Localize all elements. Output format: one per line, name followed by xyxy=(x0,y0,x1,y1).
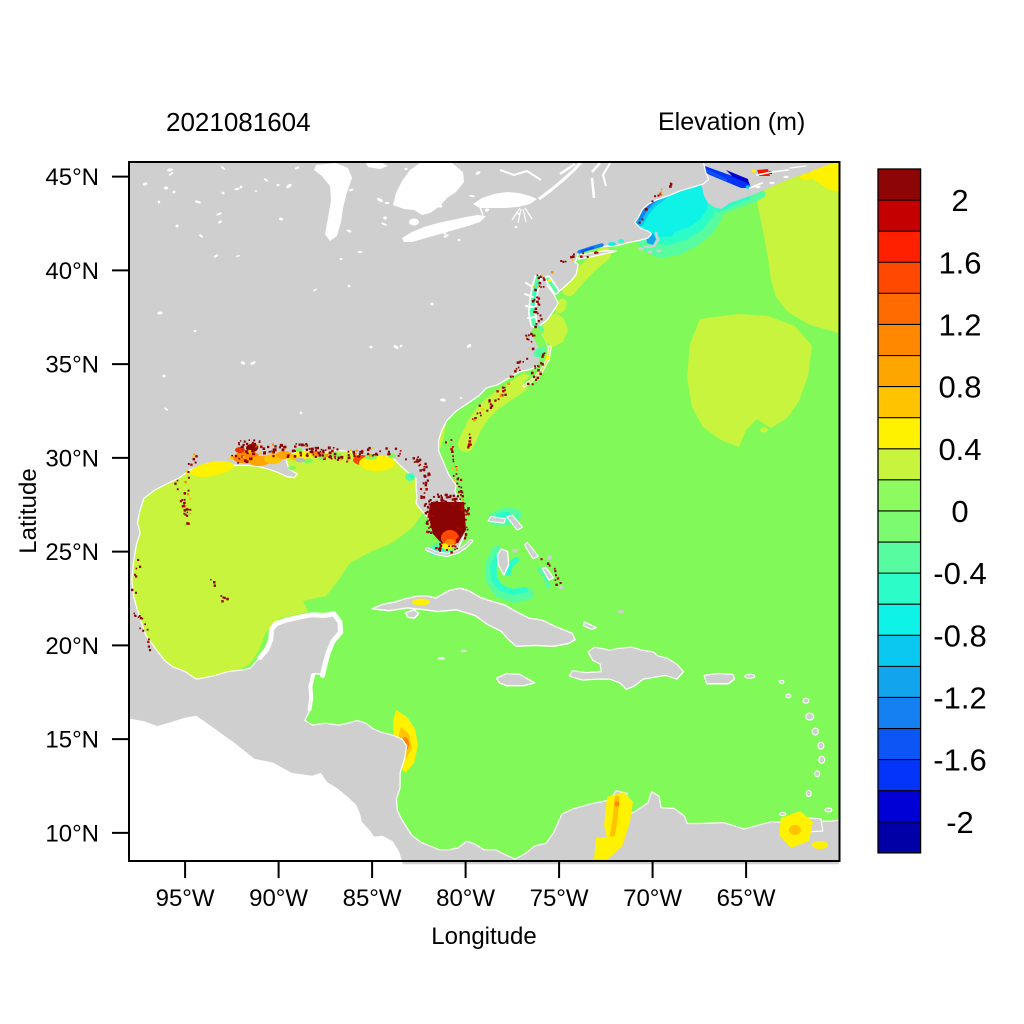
svg-text:45°N: 45°N xyxy=(45,164,99,191)
svg-text:-0.4: -0.4 xyxy=(933,556,986,591)
svg-text:Longitude: Longitude xyxy=(431,923,536,950)
svg-text:20°N: 20°N xyxy=(45,633,99,660)
svg-text:1.2: 1.2 xyxy=(938,307,981,342)
svg-text:0.4: 0.4 xyxy=(938,432,981,467)
svg-text:-2: -2 xyxy=(946,805,974,840)
svg-text:30°N: 30°N xyxy=(45,445,99,472)
svg-text:25°N: 25°N xyxy=(45,539,99,566)
svg-text:40°N: 40°N xyxy=(45,258,99,285)
svg-text:35°N: 35°N xyxy=(45,352,99,379)
svg-text:15°N: 15°N xyxy=(45,727,99,754)
svg-text:80°W: 80°W xyxy=(436,885,495,912)
svg-text:85°W: 85°W xyxy=(343,885,402,912)
svg-text:-1.2: -1.2 xyxy=(933,681,986,716)
svg-text:1.6: 1.6 xyxy=(938,245,981,280)
svg-text:70°W: 70°W xyxy=(623,885,682,912)
svg-text:2021081604: 2021081604 xyxy=(166,107,311,137)
svg-text:0.8: 0.8 xyxy=(938,370,981,405)
svg-text:-0.8: -0.8 xyxy=(933,618,986,653)
svg-text:90°W: 90°W xyxy=(249,885,308,912)
svg-text:95°W: 95°W xyxy=(156,885,215,912)
svg-text:Latitude: Latitude xyxy=(15,468,42,553)
svg-text:Elevation (m): Elevation (m) xyxy=(658,108,805,136)
svg-text:0: 0 xyxy=(951,494,968,529)
svg-text:2: 2 xyxy=(951,183,968,218)
svg-text:65°W: 65°W xyxy=(717,885,776,912)
svg-text:10°N: 10°N xyxy=(45,820,99,847)
svg-text:-1.6: -1.6 xyxy=(933,743,986,778)
svg-text:75°W: 75°W xyxy=(530,885,589,912)
